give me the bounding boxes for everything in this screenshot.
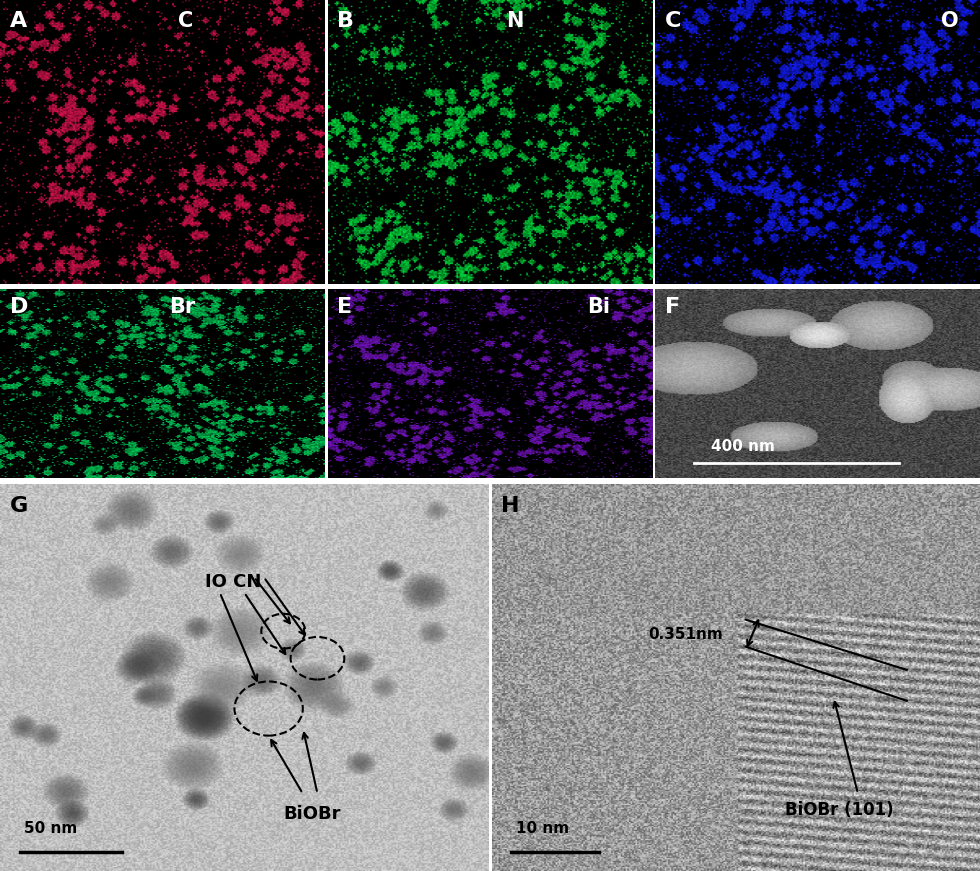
Text: 10 nm: 10 nm — [516, 821, 569, 836]
Text: G: G — [10, 496, 28, 516]
Text: BiOBr (101): BiOBr (101) — [785, 801, 893, 820]
Text: C: C — [178, 11, 194, 31]
Text: Br: Br — [169, 297, 195, 317]
Text: C: C — [665, 11, 681, 31]
Text: BiOBr: BiOBr — [283, 806, 341, 823]
Text: N: N — [507, 11, 523, 31]
Text: O: O — [941, 11, 958, 31]
Text: Bi: Bi — [587, 297, 611, 317]
Text: 400 nm: 400 nm — [710, 439, 774, 454]
Text: A: A — [10, 11, 27, 31]
Text: 50 nm: 50 nm — [24, 821, 77, 836]
Text: F: F — [665, 297, 680, 317]
Text: H: H — [502, 496, 519, 516]
Text: E: E — [337, 297, 353, 317]
Text: D: D — [10, 297, 28, 317]
Text: IO CN: IO CN — [205, 573, 262, 591]
Text: 0.351nm: 0.351nm — [648, 627, 722, 642]
Text: B: B — [337, 11, 355, 31]
